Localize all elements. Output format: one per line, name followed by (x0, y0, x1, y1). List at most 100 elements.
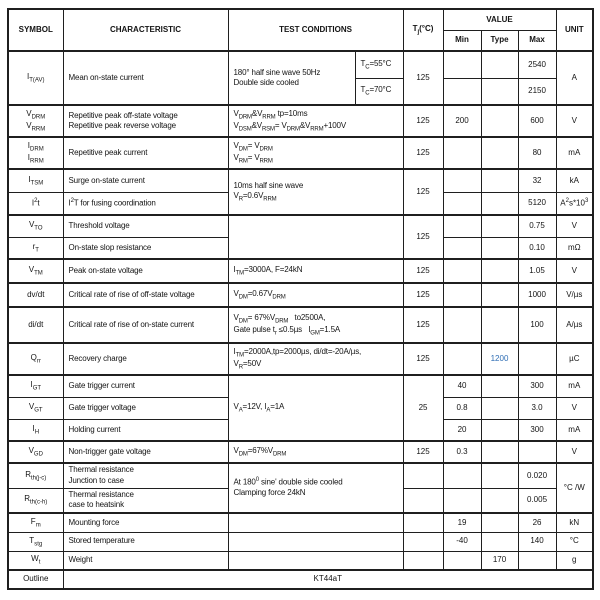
vtm-max: 1.05 (517, 258, 557, 284)
rthch-type (480, 487, 519, 514)
dvdt-max: 1000 (517, 282, 557, 308)
table-row: Tstg Stored temperature -40 140 °C (7, 531, 594, 552)
idrm-unit: mA (555, 136, 594, 170)
rthch-symbol: Rth(c-h) (7, 487, 64, 514)
igt-characteristic: Gate trigger current (62, 374, 229, 398)
didt-type (480, 306, 519, 344)
outline-label: Outline (7, 569, 64, 590)
vgt-unit: V (555, 396, 594, 420)
wt-max (517, 550, 557, 571)
i2t-symbol: I2t (7, 191, 64, 216)
header-min: Min (442, 29, 482, 52)
header-tj: Tj(°C) (402, 8, 444, 52)
vdrm-unit: V (555, 104, 594, 138)
itav-unit: A (555, 50, 594, 106)
vto-characteristic: Threshold voltage (62, 214, 229, 238)
fm-type (480, 512, 519, 533)
rthch-min (442, 487, 482, 514)
rthjc-max: 0.020 (517, 462, 557, 489)
header-characteristic: CHARACTERISTIC (62, 8, 229, 52)
rthch-max: 0.005 (517, 487, 557, 514)
table-row: VDRM VRRM Repetitive peak off-state volta… (7, 104, 594, 138)
vgd-type (480, 440, 519, 464)
itav-max-1: 2540 (517, 50, 557, 79)
table-row: ITSM Surge on-state current 10ms half si… (7, 168, 594, 216)
vto-max: 0.75 (517, 214, 557, 238)
dvdt-tj: 125 (402, 282, 444, 308)
header-max: Max (517, 29, 557, 52)
rthjc-conditions: At 1800 sine' double side cooled Clamping… (227, 462, 404, 514)
table-row: di/dt Critical rate of rise of on-state … (7, 306, 594, 344)
dvdt-type (480, 282, 519, 308)
igt-min: 40 (442, 374, 482, 398)
itav-tj: 125 (402, 50, 444, 106)
igt-unit: mA (555, 374, 594, 398)
table-row: I2t I2T for fusing coordination 5120 A2s… (7, 191, 594, 216)
itsm-tj: 125 (402, 168, 444, 216)
vtm-characteristic: Peak on-state voltage (62, 258, 229, 284)
table-row: VGT Gate trigger voltage 0.8 3.0 V (7, 396, 594, 420)
didt-symbol: di/dt (7, 306, 64, 344)
itsm-max: 32 (517, 168, 557, 193)
dvdt-conditions: VDM=0.67VDRM (227, 282, 404, 308)
wt-type: 170 (480, 550, 519, 571)
rthjc-tj (402, 462, 444, 489)
ih-unit: mA (555, 418, 594, 442)
vgt-max: 3.0 (517, 396, 557, 420)
wt-tj (402, 550, 444, 571)
dvdt-symbol: dv/dt (7, 282, 64, 308)
table-row: VGD Non-trigger gate voltage VDM=67%VDRM… (7, 440, 594, 464)
itav-min-2 (442, 77, 482, 106)
itsm-unit: kA (555, 168, 594, 193)
itav-symbol: IT(AV) (7, 50, 64, 106)
header-symbol: SYMBOL (7, 8, 64, 52)
idrm-max: 80 (517, 136, 557, 170)
rt-unit: mΩ (555, 236, 594, 260)
didt-conditions: VDM= 67%VDRM to2500A, Gate pulse tr ≤0.5µ… (227, 306, 404, 344)
vgt-characteristic: Gate trigger voltage (62, 396, 229, 420)
rt-max: 0.10 (517, 236, 557, 260)
vtm-symbol: VTM (7, 258, 64, 284)
ratings-table: SYMBOL CHARACTERISTIC TEST CONDITIONS Tj… (7, 8, 595, 590)
table-row: Wt Weight 170 g (7, 550, 594, 571)
tstg-tj (402, 531, 444, 552)
fm-symbol: Fm (7, 512, 64, 533)
table-header-row-1: SYMBOL CHARACTERISTIC TEST CONDITIONS Tj… (7, 8, 594, 52)
vto-conditions (227, 214, 404, 260)
table-row: TC=70°C 2150 (8, 77, 593, 106)
ih-symbol: IH (7, 418, 64, 442)
qrr-tj: 125 (402, 342, 444, 376)
table-row: Qrr Recovery charge ITM=2000A,tp=2000µs,… (7, 342, 594, 376)
rt-type (480, 236, 519, 260)
i2t-characteristic: I2T for fusing coordination (62, 191, 229, 216)
tstg-max: 140 (517, 531, 557, 552)
table-row: IDRM IRRM Repetitive peak current VDM= VD… (7, 136, 594, 170)
itav-cond-tc55: TC=55°C (354, 50, 404, 79)
table-row: Rth(c-h) Thermal resistance case to heats… (7, 487, 593, 514)
wt-min (442, 550, 482, 571)
idrm-type (480, 136, 519, 170)
header-value: VALUE (442, 8, 557, 31)
dvdt-min (442, 282, 482, 308)
rthjc-min (442, 462, 482, 489)
vto-unit: V (555, 214, 594, 238)
fm-unit: kN (555, 512, 594, 533)
vgd-unit: V (555, 440, 594, 464)
tstg-characteristic: Stored temperature (62, 531, 229, 552)
vdrm-tj: 125 (402, 104, 444, 138)
igt-symbol: IGT (7, 374, 64, 398)
rt-symbol: rT (7, 236, 64, 260)
tstg-symbol: Tstg (7, 531, 64, 552)
vdrm-conditions: VDRM&VRRM tp=10ms VDSM&VRSM= VDRM&VRRM+10… (227, 104, 404, 138)
rt-min (442, 236, 482, 260)
itsm-symbol: ITSM (7, 168, 64, 193)
fm-min: 19 (442, 512, 482, 533)
fm-tj (402, 512, 444, 533)
igt-tj: 25 (402, 374, 444, 442)
vdrm-symbol: VDRM VRRM (7, 104, 64, 138)
itav-type-1 (480, 50, 519, 79)
qrr-max (517, 342, 557, 376)
rthjc-symbol: Rth(j-c) (7, 462, 64, 489)
vto-symbol: VTO (7, 214, 64, 238)
rthjc-type (480, 462, 519, 489)
